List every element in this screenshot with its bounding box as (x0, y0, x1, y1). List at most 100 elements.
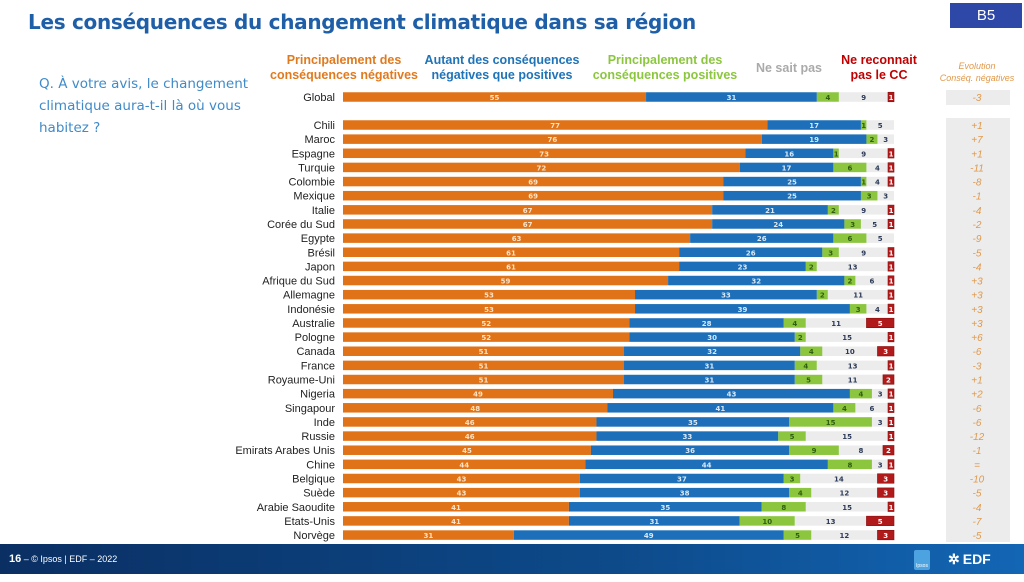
value-label-ns-italie: 9 (861, 207, 866, 215)
bar-nr-afrique-du-sud (887, 275, 895, 286)
bar-both-espagne (745, 148, 834, 159)
value-label-both-france: 31 (705, 362, 715, 370)
row-label-inde: Inde (314, 417, 335, 429)
bar-nr-turquie (887, 162, 895, 173)
bar-neg-bresil (343, 247, 680, 258)
value-label-neg-etats-unis: 41 (451, 518, 461, 526)
evolution-value-colombie: -8 (973, 178, 982, 189)
value-label-neg-global: 55 (490, 94, 500, 102)
value-label-neg-chili: 77 (550, 122, 560, 130)
bar-nr-indonesie (887, 303, 895, 314)
value-label-neg-belgique: 43 (457, 476, 467, 484)
bar-nr-royaume-uni (882, 374, 895, 385)
evolution-value-belgique: -10 (970, 475, 985, 486)
value-label-pos-japon: 2 (809, 263, 814, 271)
row-label-global: Global (303, 92, 335, 104)
bar-pos-canada (800, 346, 823, 356)
bar-ns-suede (811, 487, 878, 498)
value-label-nr-russie: 1 (889, 433, 894, 441)
value-label-nr-norvege: 3 (883, 532, 888, 540)
bar-both-etats-unis (568, 516, 740, 526)
bar-ns-japon (816, 261, 889, 272)
value-label-ns-espagne: 9 (861, 150, 866, 158)
value-label-nr-global: 1 (889, 94, 894, 102)
evolution-value-maroc: +7 (971, 135, 983, 146)
bar-neg-indonesie (343, 304, 636, 314)
value-label-neg-turquie: 72 (536, 164, 546, 172)
evolution-value-russie: -12 (970, 432, 985, 443)
bar-both-italie (712, 205, 828, 215)
bar-both-suede (579, 487, 790, 498)
bar-pos-colombie (860, 176, 867, 187)
value-label-nr-emirats-arabes-unis: 2 (886, 447, 891, 455)
value-label-pos-nigeria: 4 (859, 391, 864, 399)
value-label-both-espagne: 16 (784, 150, 794, 158)
value-label-pos-pologne: 2 (798, 334, 803, 342)
value-label-ns-arabie-saoudite: 15 (842, 504, 852, 512)
bar-nr-pologne (887, 332, 895, 343)
bar-pos-royaume-uni (794, 374, 823, 385)
evolution-value-espagne: +1 (971, 149, 982, 160)
legend-positive: Principalement des conséquences positive… (592, 53, 738, 82)
row-label-coree-du-sud: Corée du Sud (267, 219, 335, 231)
bar-ns-pologne (805, 332, 889, 342)
value-label-neg-pologne: 52 (481, 334, 491, 342)
bar-both-singapour (607, 403, 834, 413)
value-label-neg-royaume-uni: 51 (479, 377, 489, 385)
row-label-allemagne: Allemagne (283, 290, 335, 302)
value-label-pos-egypte: 6 (847, 235, 852, 243)
bar-nr-canada (877, 346, 895, 357)
value-label-ns-royaume-uni: 11 (848, 377, 858, 385)
value-label-both-coree-du-sud: 24 (773, 221, 783, 229)
value-label-both-japon: 23 (738, 263, 748, 271)
bar-both-japon (679, 261, 806, 272)
value-label-neg-italie: 67 (523, 207, 533, 215)
bar-ns-espagne (838, 148, 889, 159)
bar-ns-colombie (866, 176, 889, 187)
bar-neg-turquie (343, 162, 740, 173)
evolution-value-turquie: -11 (970, 163, 984, 174)
bar-neg-mexique (343, 190, 724, 201)
bar-nr-allemagne (887, 289, 895, 300)
bar-neg-afrique-du-sud (343, 275, 669, 286)
bar-pos-mexique (860, 190, 878, 201)
bar-pos-arabie-saoudite (761, 502, 806, 512)
value-label-neg-chine: 44 (459, 461, 469, 469)
bar-ns-chine (871, 459, 889, 470)
bar-neg-norvege (343, 530, 514, 540)
value-label-both-bresil: 26 (746, 249, 756, 257)
evolution-value-afrique-du-sud: +3 (971, 277, 983, 288)
bar-both-inde (596, 417, 790, 427)
value-label-nr-bresil: 1 (889, 249, 894, 257)
evolution-value-global: -3 (973, 93, 982, 104)
value-label-neg-coree-du-sud: 67 (523, 221, 533, 229)
bar-nr-russie (887, 431, 895, 442)
value-label-pos-mexique: 3 (867, 193, 872, 201)
row-label-belgique: Belgique (292, 474, 335, 486)
bar-ns-allemagne (827, 289, 889, 300)
bar-both-egypte (690, 233, 834, 243)
edf-logo-text: EDF (962, 551, 991, 567)
value-label-pos-belgique: 3 (790, 476, 795, 484)
value-label-neg-singapour: 48 (470, 405, 480, 413)
value-label-neg-maroc: 76 (548, 136, 558, 144)
evolution-global-background (946, 90, 1010, 105)
value-label-pos-canada: 4 (809, 348, 814, 356)
bar-pos-indonesie (849, 304, 867, 314)
evolution-value-mexique: -1 (973, 192, 982, 203)
value-label-neg-japon: 61 (506, 263, 516, 271)
bar-nr-singapour (887, 402, 895, 413)
value-label-pos-espagne: 1 (834, 150, 839, 158)
bar-nr-inde (887, 416, 895, 427)
value-label-ns-afrique-du-sud: 6 (870, 278, 875, 286)
bar-pos-emirats-arabes-unis (789, 445, 839, 455)
row-label-indonesie: Indonésie (287, 304, 335, 316)
legend-both: Autant des conséquences négatives que po… (424, 53, 580, 82)
value-label-pos-russie: 5 (790, 433, 795, 441)
evolution-value-canada: -6 (973, 347, 982, 358)
row-label-suede: Suède (303, 488, 335, 500)
bar-both-russie (596, 431, 779, 441)
bar-pos-turquie (833, 162, 867, 173)
bar-neg-russie (343, 431, 597, 441)
value-label-pos-inde: 15 (826, 419, 836, 427)
